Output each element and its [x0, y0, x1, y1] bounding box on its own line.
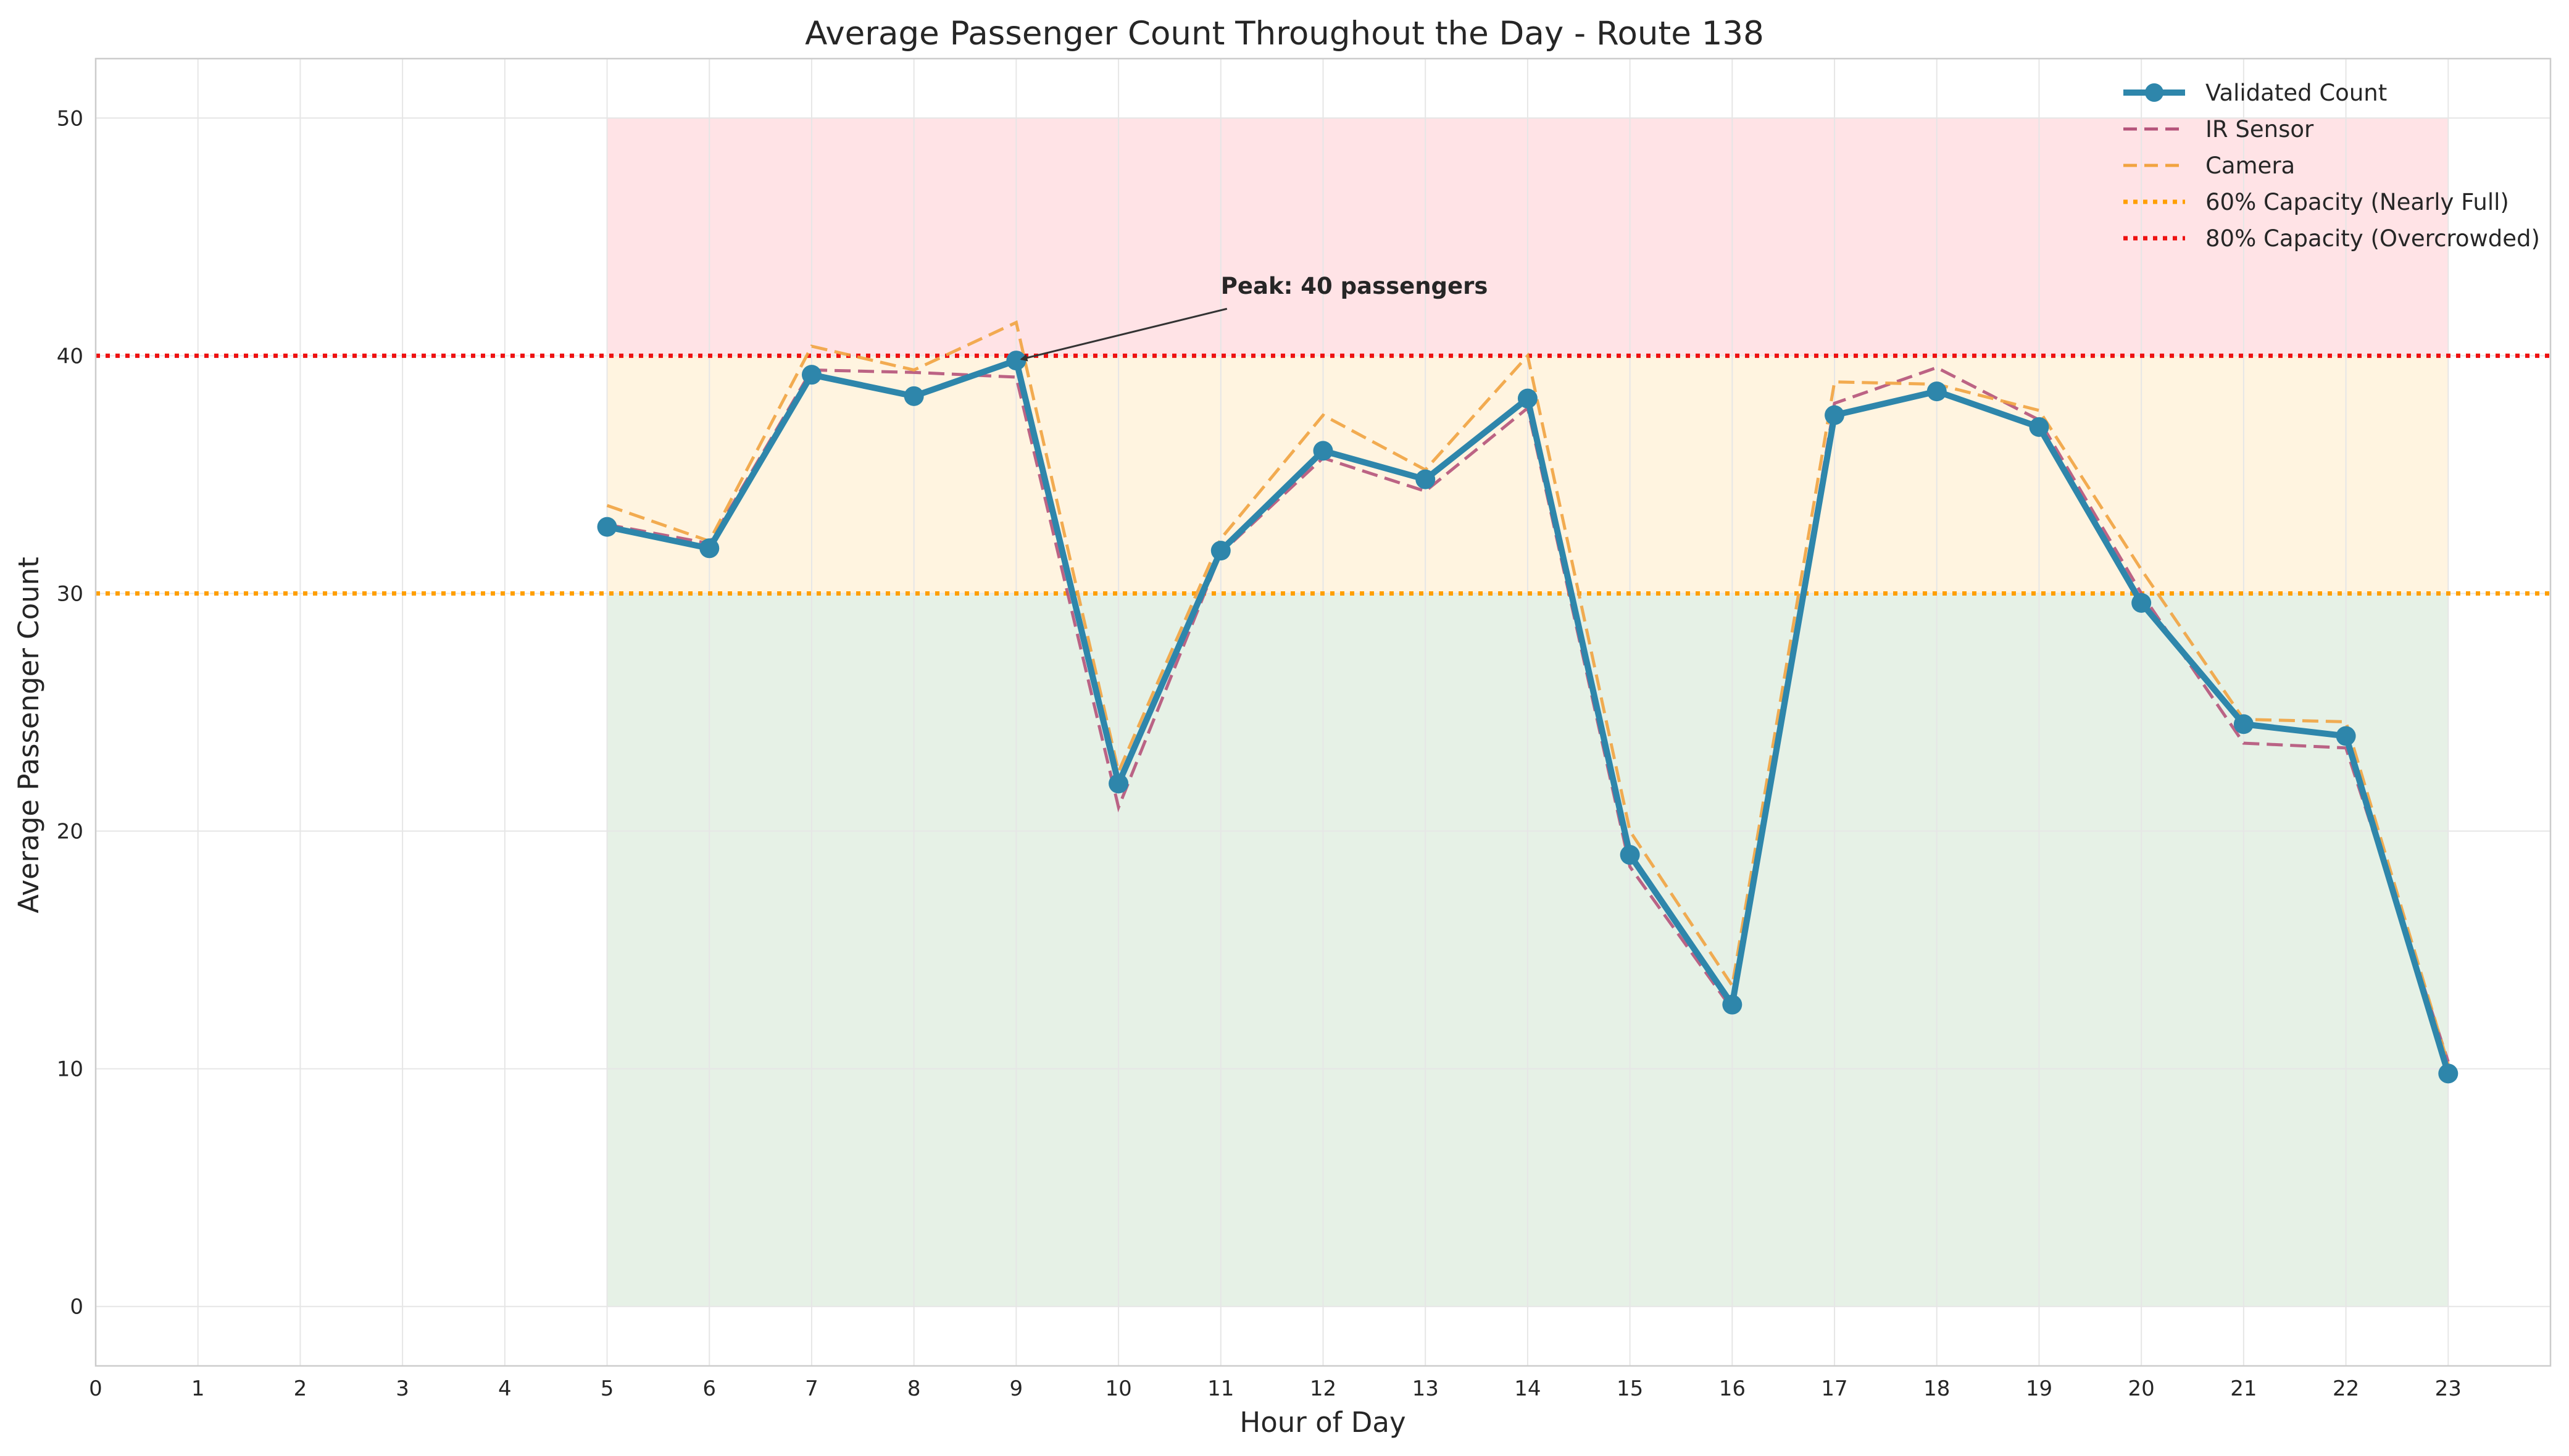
- x-tick-label: 19: [2026, 1376, 2052, 1401]
- legend-marker: [2145, 83, 2163, 102]
- data-point: [699, 538, 720, 559]
- data-point: [1825, 405, 1845, 425]
- x-tick-label: 1: [191, 1376, 205, 1401]
- data-point: [1620, 845, 1640, 865]
- x-tick-label: 5: [601, 1376, 614, 1401]
- legend-item: IR Sensor: [2123, 116, 2314, 143]
- data-point: [1313, 441, 1333, 461]
- series-layer: [597, 320, 2459, 1084]
- legend-item: Validated Count: [2123, 80, 2387, 106]
- x-gridlines: [95, 59, 2449, 1366]
- x-tick-label: 21: [2230, 1376, 2257, 1401]
- x-axis-title: Hour of Day: [1239, 1406, 1405, 1439]
- y-axis-ticks: 0 10 20 30 40 50: [57, 106, 83, 1319]
- x-tick-label: 0: [89, 1376, 102, 1401]
- x-tick-label: 15: [1617, 1376, 1643, 1401]
- data-point: [2438, 1063, 2459, 1084]
- data-point: [904, 386, 924, 406]
- legend-item: 60% Capacity (Nearly Full): [2123, 189, 2509, 215]
- chart-title: Average Passenger Count Throughout the D…: [805, 15, 1764, 52]
- x-tick-label: 8: [907, 1376, 921, 1401]
- x-tick-label: 18: [1923, 1376, 1950, 1401]
- y-tick-label: 30: [57, 581, 83, 606]
- y-axis-title: Average Passenger Count: [12, 557, 45, 913]
- legend-label: Camera: [2205, 152, 2295, 179]
- data-point: [1415, 469, 1436, 489]
- legend: Validated Count IR Sensor Camera 60% Capaci…: [2123, 80, 2540, 252]
- data-point: [597, 517, 617, 537]
- annotation-text: Peak: 40 passengers: [1221, 273, 1488, 299]
- data-point: [2131, 593, 2152, 613]
- data-point: [1722, 994, 1743, 1015]
- data-point: [1006, 351, 1026, 371]
- series-line-camera: [606, 320, 2450, 1065]
- x-tick-label: 12: [1310, 1376, 1336, 1401]
- x-tick-label: 16: [1719, 1376, 1746, 1401]
- legend-label: 80% Capacity (Overcrowded): [2205, 225, 2540, 252]
- y-tick-label: 10: [57, 1057, 83, 1082]
- legend-label: Validated Count: [2205, 80, 2387, 106]
- x-tick-label: 6: [702, 1376, 716, 1401]
- x-tick-label: 9: [1010, 1376, 1023, 1401]
- x-tick-label: 17: [1821, 1376, 1847, 1401]
- x-tick-label: 7: [805, 1376, 818, 1401]
- y-tick-label: 0: [70, 1295, 83, 1320]
- x-tick-label: 10: [1105, 1376, 1131, 1401]
- y-tick-label: 50: [57, 106, 83, 131]
- y-tick-label: 20: [57, 820, 83, 844]
- plot-frame: [94, 57, 2552, 1367]
- annotation-layer: Peak: 40 passengers: [1020, 273, 1488, 362]
- data-point: [2336, 726, 2356, 746]
- x-tick-label: 11: [1207, 1376, 1234, 1401]
- x-tick-label: 3: [396, 1376, 409, 1401]
- data-point: [1210, 541, 1231, 561]
- x-tick-label: 20: [2128, 1376, 2155, 1401]
- x-tick-label: 14: [1514, 1376, 1541, 1401]
- x-tick-label: 22: [2333, 1376, 2359, 1401]
- annotation-arrow: [1020, 307, 1228, 362]
- x-tick-label: 13: [1412, 1376, 1439, 1401]
- plot-area: Peak: 40 passengers: [94, 57, 2552, 1367]
- legend-label: IR Sensor: [2205, 116, 2314, 143]
- x-tick-label: 4: [498, 1376, 512, 1401]
- legend-item: Camera: [2123, 152, 2295, 179]
- data-point: [1926, 381, 1947, 402]
- data-point: [801, 365, 822, 385]
- data-point: [1109, 773, 1129, 794]
- x-axis-ticks: 0 1 2 3 4 5 6 7 8 9 10 11 12 13 14 15 16 17 18 19 20 21 22 23: [89, 1376, 2462, 1401]
- legend-item: 80% Capacity (Overcrowded): [2123, 225, 2540, 252]
- legend-label: 60% Capacity (Nearly Full): [2205, 189, 2509, 215]
- x-tick-label: 2: [294, 1376, 307, 1401]
- x-tick-label: 23: [2435, 1376, 2462, 1401]
- data-point: [2029, 417, 2049, 437]
- data-point: [2233, 714, 2254, 734]
- y-tick-label: 40: [57, 344, 83, 368]
- data-point: [1517, 388, 1538, 409]
